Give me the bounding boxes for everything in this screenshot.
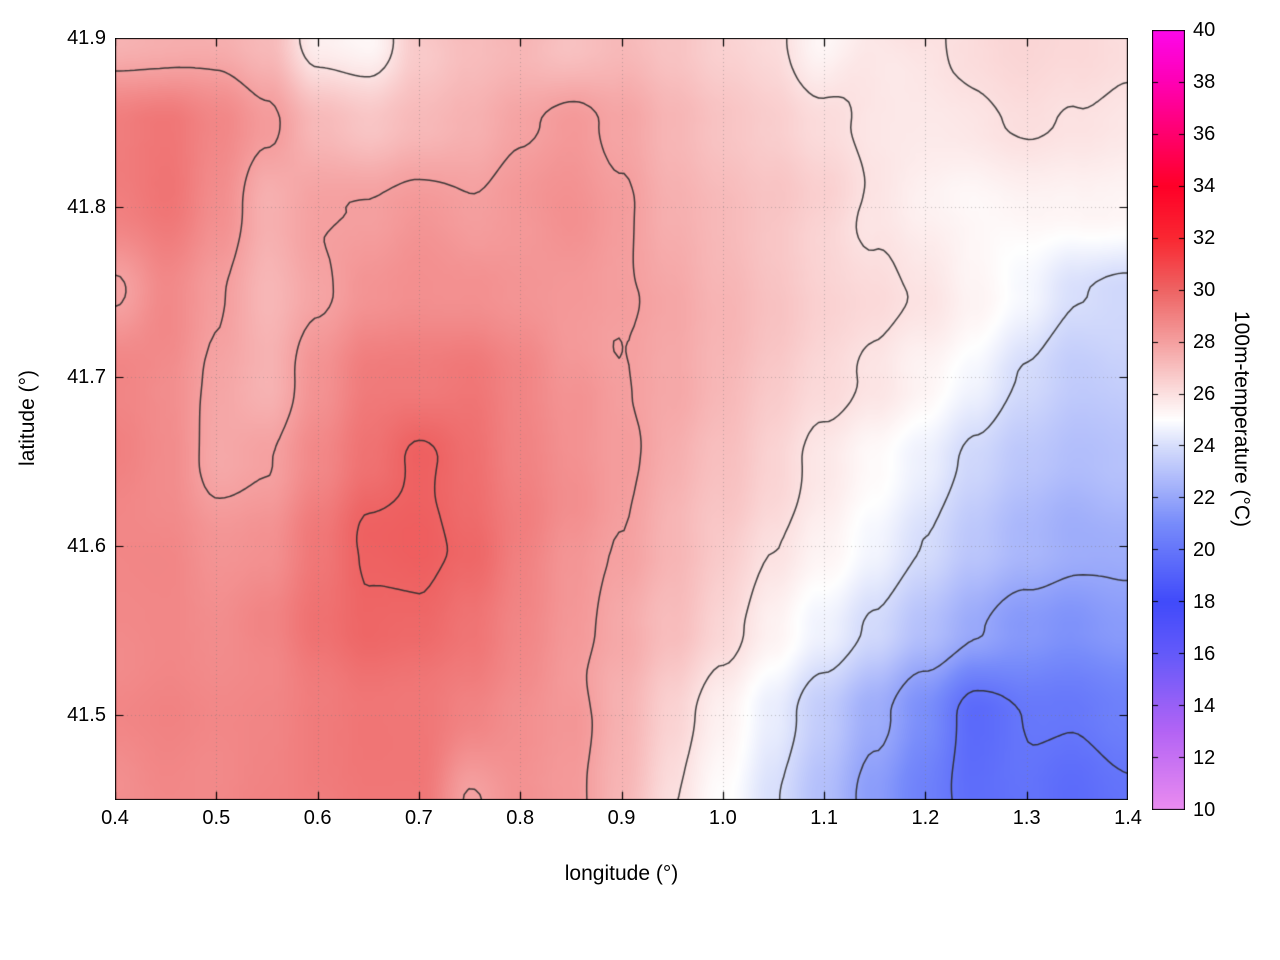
- colorbar-tick-label: 24: [1193, 435, 1216, 457]
- temperature-heatmap: [115, 38, 1128, 800]
- x-tick-label: 1.3: [1012, 807, 1041, 829]
- x-tick-label: 0.9: [607, 807, 636, 829]
- colorbar-tick-label: 34: [1193, 175, 1216, 197]
- colorbar-tick-label: 26: [1193, 383, 1216, 405]
- x-tick-label: 1.1: [810, 807, 838, 829]
- colorbar-tick-label: 28: [1193, 331, 1216, 353]
- y-tick-label: 41.7: [67, 365, 106, 388]
- colorbar-label: 100m-temperature (°C): [1230, 310, 1253, 528]
- x-tick-label: 1.4: [1114, 807, 1142, 829]
- colorbar-tick-label: 38: [1193, 71, 1216, 93]
- colorbar-tick-label: 16: [1193, 643, 1216, 665]
- colorbar-tick-label: 20: [1193, 539, 1216, 561]
- colorbar-tick-label: 12: [1193, 747, 1216, 769]
- colorbar-tick-label: 14: [1193, 695, 1216, 717]
- x-tick-label: 0.8: [506, 807, 535, 829]
- y-tick-label: 41.8: [67, 196, 106, 219]
- x-tick-label: 0.6: [303, 807, 332, 829]
- x-tick-label: 0.7: [404, 807, 433, 829]
- x-axis-label: longitude (°): [564, 862, 679, 885]
- colorbar-tick-label: 10: [1193, 799, 1216, 821]
- colorbar: [1152, 30, 1185, 810]
- colorbar-tick-label: 36: [1193, 123, 1216, 145]
- x-tick-label: 0.4: [101, 807, 129, 829]
- y-tick-label: 41.9: [67, 27, 106, 49]
- x-tick-label: 1.0: [708, 807, 737, 829]
- y-tick-label: 41.6: [67, 535, 106, 557]
- colorbar-tick-label: 40: [1193, 19, 1216, 41]
- colorbar-tick-label: 32: [1193, 227, 1216, 249]
- x-tick-label: 1.2: [911, 807, 940, 829]
- y-tick-label: 41.5: [67, 704, 106, 727]
- y-axis-label: latitude (°): [16, 370, 39, 466]
- colorbar-tick-label: 22: [1193, 487, 1216, 509]
- x-tick-label: 0.5: [202, 807, 231, 829]
- colorbar-tick-label: 30: [1193, 279, 1216, 301]
- colorbar-tick-label: 18: [1193, 591, 1216, 613]
